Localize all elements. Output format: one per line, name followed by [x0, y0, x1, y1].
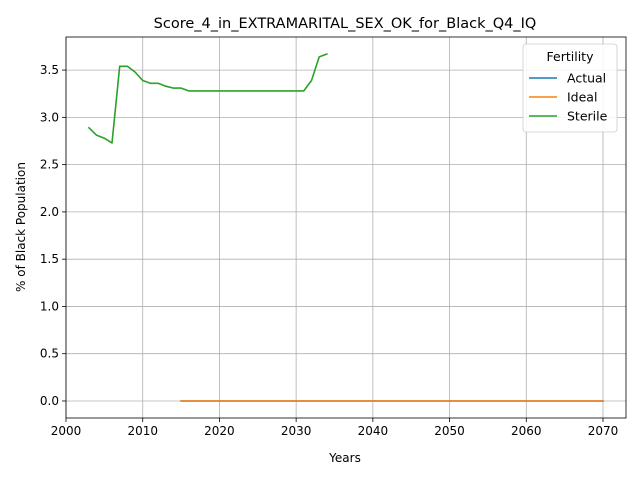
- legend-label-sterile: Sterile: [567, 109, 608, 124]
- chart-title: Score_4_in_EXTRAMARITAL_SEX_OK_for_Black…: [154, 16, 537, 32]
- legend-title: Fertility: [547, 49, 595, 64]
- x-tick-label: 2020: [204, 424, 235, 438]
- x-tick-label: 2040: [358, 424, 389, 438]
- x-axis: 2000 2010 2020 2030 2040 2050 2060 2070: [51, 418, 619, 438]
- legend-box: [522, 43, 618, 133]
- x-tick-label: 2010: [127, 424, 158, 438]
- legend-label-ideal: Ideal: [567, 90, 597, 105]
- x-axis-label: Years: [328, 451, 361, 465]
- legend: Fertility Actual Ideal Sterile: [522, 43, 618, 133]
- y-tick-label: 3.0: [40, 110, 59, 124]
- series-line-sterile: [87, 52, 328, 144]
- x-tick-label: 2060: [511, 424, 542, 438]
- y-tick-label: 3.5: [40, 63, 59, 77]
- x-tick-label: 2030: [281, 424, 312, 438]
- plot-frame: [65, 36, 627, 419]
- y-tick-label: 1.0: [40, 299, 59, 313]
- legend-items: Actual Ideal Sterile: [529, 71, 608, 124]
- x-tick-label: 2000: [51, 424, 82, 438]
- y-tick-label: 1.5: [40, 252, 59, 266]
- y-axis: 0.0 0.5 1.0 1.5 2.0 2.5 3.0 3.5: [40, 63, 66, 408]
- y-axis-label: % of Black Population: [14, 162, 28, 292]
- x-tick-label: 2070: [588, 424, 619, 438]
- y-tick-label: 2.0: [40, 205, 59, 219]
- grid-lines: [65, 37, 626, 418]
- legend-label-actual: Actual: [567, 71, 606, 86]
- y-tick-label: 0.0: [40, 394, 59, 408]
- y-tick-label: 2.5: [40, 158, 59, 172]
- y-tick-label: 0.5: [40, 347, 59, 361]
- x-tick-label: 2050: [434, 424, 465, 438]
- series-lines: [87, 52, 604, 402]
